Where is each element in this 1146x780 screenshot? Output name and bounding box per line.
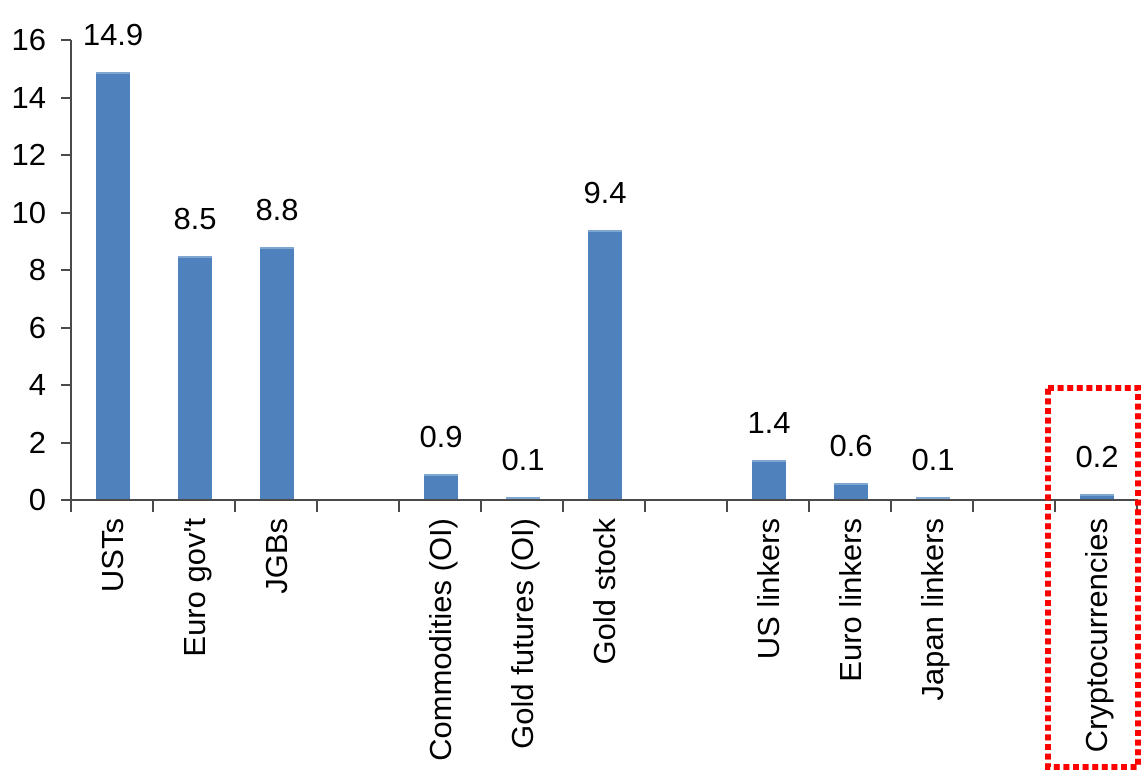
y-axis-tick-label: 0 [28, 482, 46, 517]
bar [834, 482, 868, 500]
category-label: Gold stock [587, 518, 622, 665]
x-axis-tick [890, 500, 892, 512]
bar [260, 247, 294, 500]
category-label: USTs [95, 518, 130, 593]
value-label: 8.5 [173, 200, 217, 236]
bar [96, 71, 130, 500]
value-label: 0.1 [501, 442, 545, 478]
x-axis-tick [1054, 500, 1056, 512]
x-axis-tick [480, 500, 482, 512]
bar [506, 497, 540, 500]
y-axis-tick [61, 211, 71, 214]
y-axis-line [70, 40, 72, 500]
y-axis-tick-label: 2 [28, 424, 46, 460]
x-axis-tick [562, 500, 564, 512]
y-axis-tick [61, 441, 71, 444]
x-axis-line [70, 499, 1138, 501]
value-label: 14.9 [82, 16, 144, 52]
x-axis-tick [70, 500, 72, 512]
category-label: Gold futures (OI) [505, 518, 540, 749]
y-axis-tick-label: 8 [28, 252, 46, 287]
highlight-box [1042, 385, 1144, 771]
y-axis-tick [61, 499, 71, 501]
x-axis-tick [972, 500, 974, 512]
value-label: 9.4 [583, 174, 627, 210]
value-label: 8.8 [255, 192, 299, 227]
category-label: US linkers [751, 518, 786, 660]
x-axis-tick [234, 500, 236, 512]
bar [916, 497, 950, 500]
category-label: Commodities (OI) [423, 518, 458, 761]
category-label: Euro gov't [177, 518, 212, 657]
y-axis-tick-label: 10 [11, 194, 46, 230]
category-label: JGBs [259, 518, 294, 594]
bar [178, 255, 212, 500]
x-axis-tick [398, 500, 400, 512]
y-axis-tick-label: 4 [28, 367, 46, 402]
value-label: 0.6 [829, 427, 873, 463]
x-axis-tick [316, 500, 318, 512]
y-axis-tick-label: 12 [11, 137, 46, 172]
x-axis-tick [1136, 500, 1138, 512]
value-label: 0.9 [419, 419, 463, 455]
bar [424, 474, 458, 500]
category-label: Euro linkers [833, 518, 868, 682]
bar [588, 229, 622, 500]
x-axis-tick [644, 500, 646, 512]
category-label: Japan linkers [915, 518, 950, 701]
x-axis-tick [726, 500, 728, 512]
y-axis-tick [61, 384, 71, 386]
y-axis-tick [61, 326, 71, 329]
value-label: 0.1 [911, 442, 955, 478]
y-axis-tick [61, 269, 71, 271]
bar [1080, 494, 1114, 500]
y-axis-tick-label: 6 [28, 309, 46, 345]
value-label: 1.4 [747, 404, 791, 440]
y-axis-tick-label: 16 [11, 22, 46, 57]
y-axis-tick [61, 154, 71, 156]
y-axis-tick [61, 96, 71, 99]
y-axis-tick-label: 14 [11, 79, 46, 115]
x-axis-tick [808, 500, 810, 512]
y-axis-tick [61, 39, 71, 41]
bar [752, 459, 786, 500]
value-label: 0.2 [1075, 439, 1119, 475]
x-axis-tick [152, 500, 154, 512]
